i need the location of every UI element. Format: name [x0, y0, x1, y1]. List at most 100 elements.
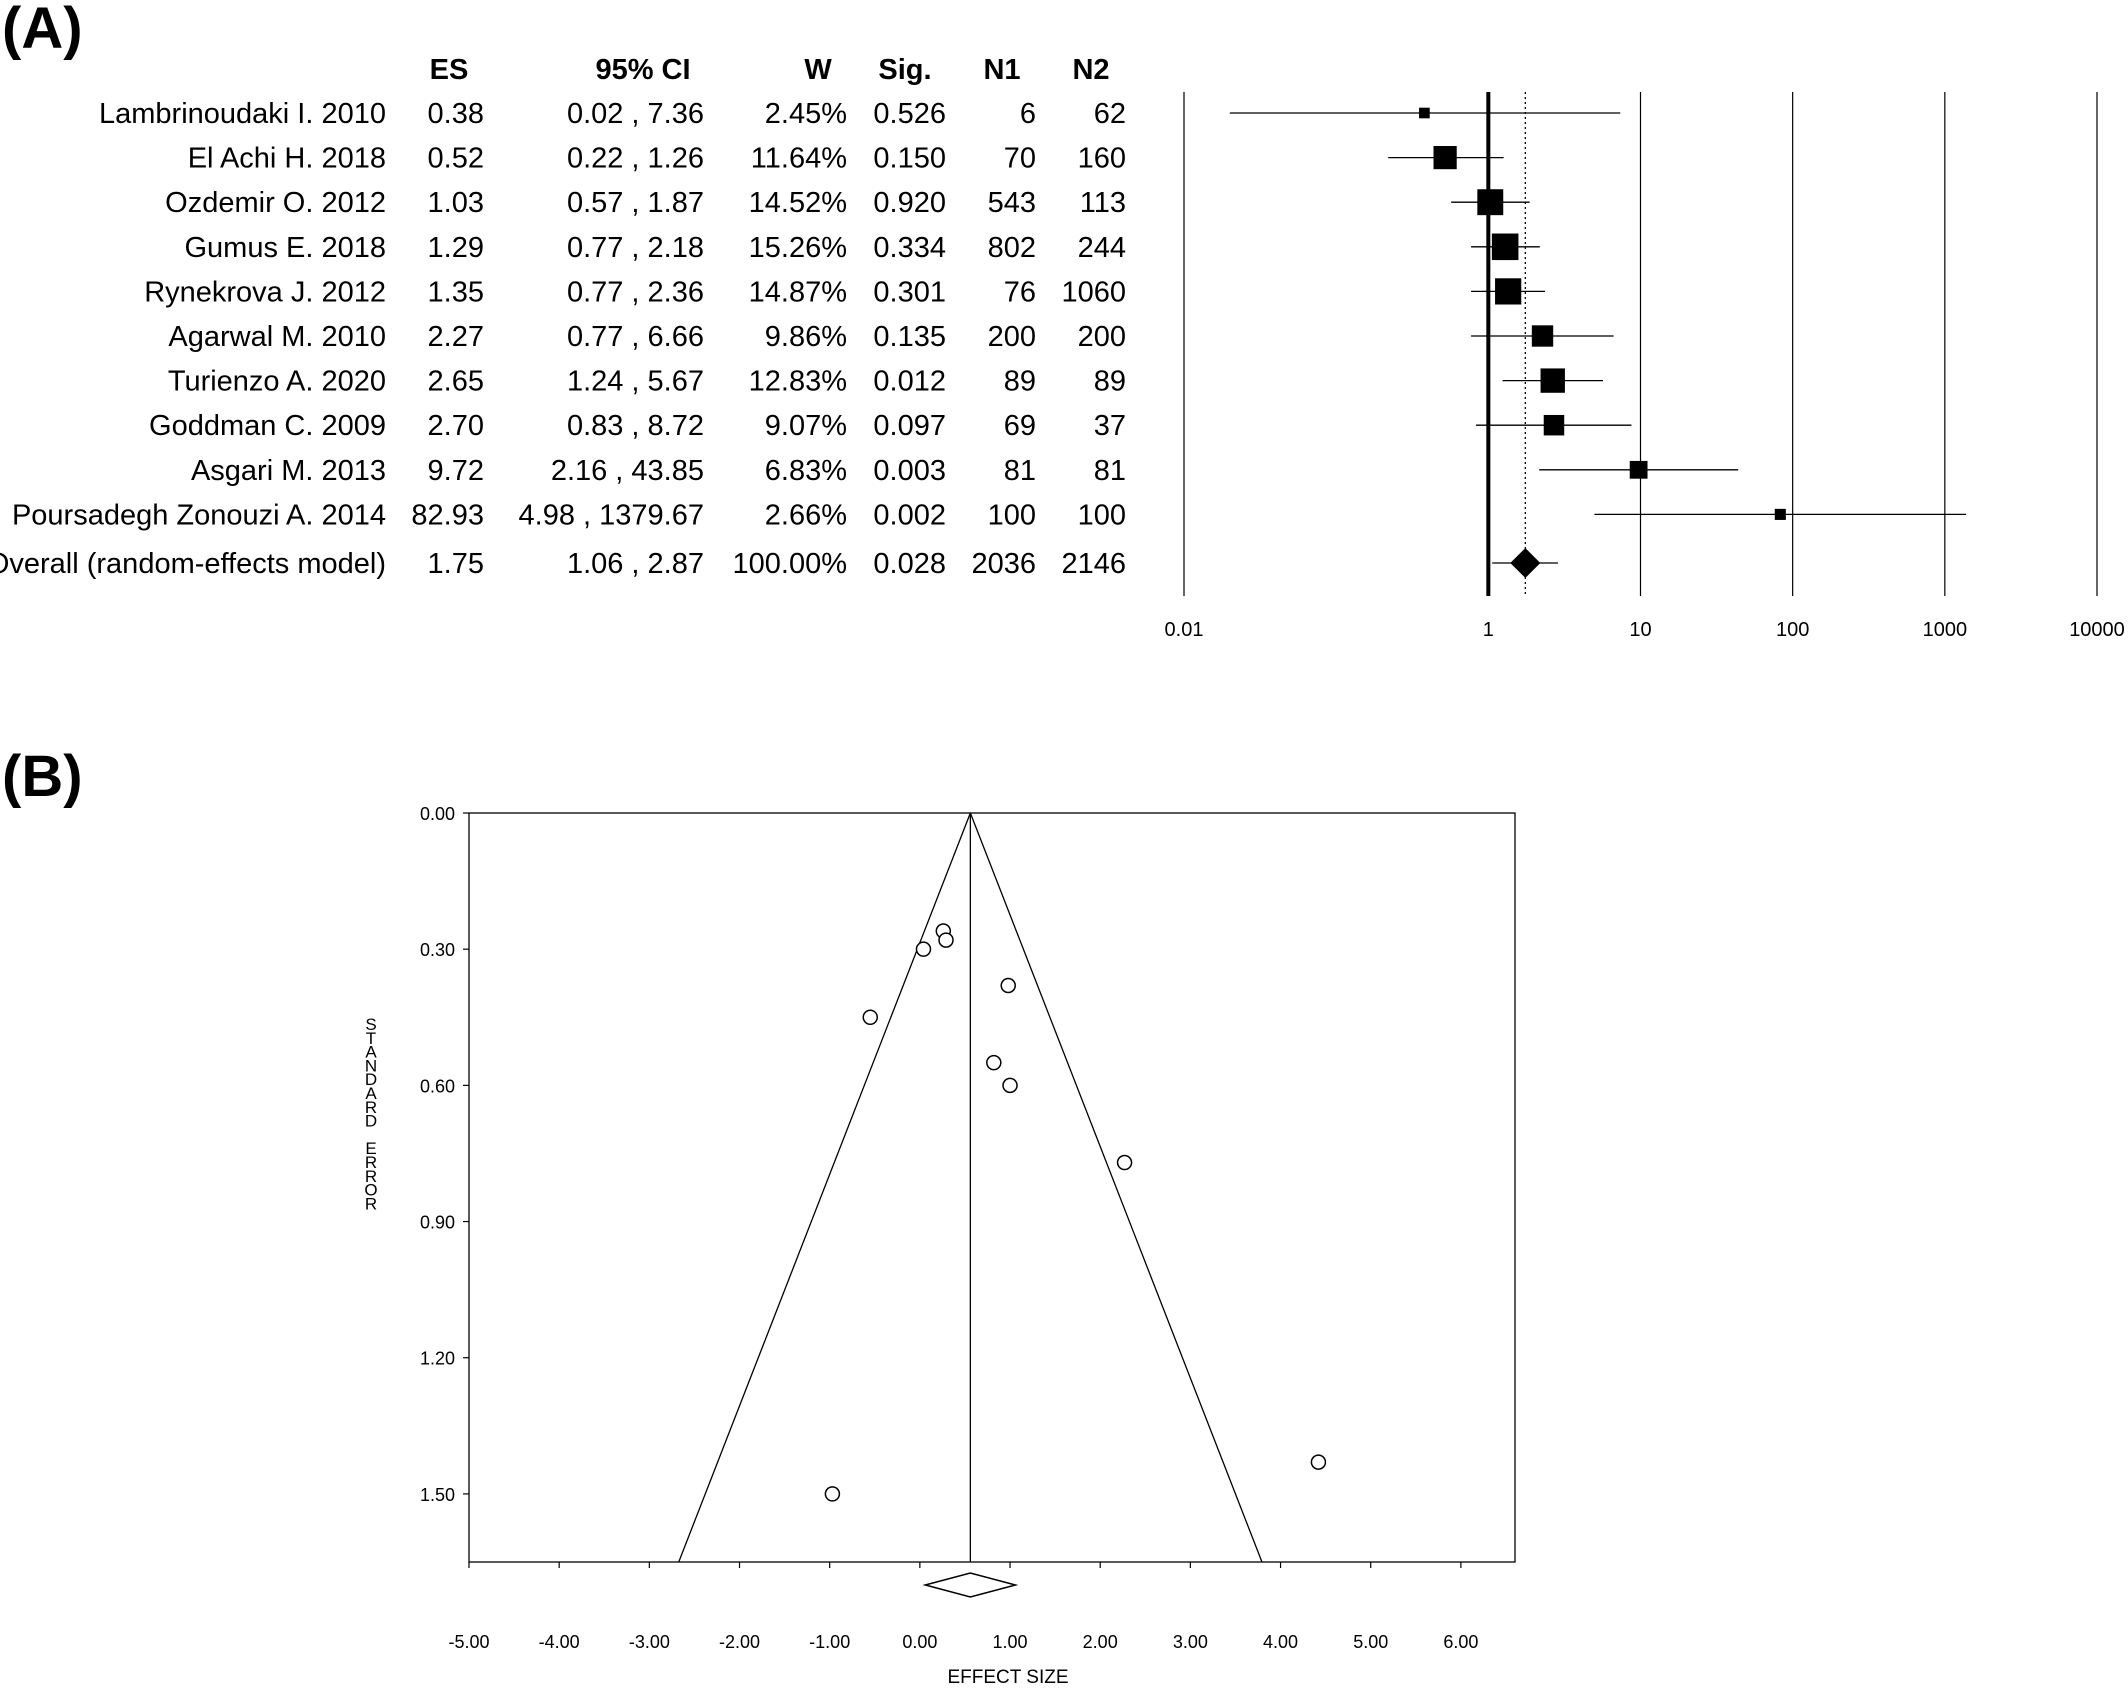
ci-value: 0.77 , 2.36: [567, 276, 704, 308]
x-tick-label: 5.00: [1353, 1632, 1388, 1652]
n2-value: 89: [1094, 366, 1126, 398]
n2-value: 100: [1078, 499, 1126, 531]
ci-value: 2.16 , 43.85: [551, 455, 704, 487]
sig-value: 0.135: [873, 321, 946, 353]
y-axis-label-letter: N: [365, 1056, 377, 1075]
x-tick-label: 0.00: [902, 1632, 937, 1652]
n1-value: 200: [988, 321, 1036, 353]
es-value: 1.29: [428, 232, 484, 264]
panel-a-label: (A): [2, 0, 83, 61]
es-value: 1.03: [428, 187, 484, 219]
n1-value: 70: [1004, 143, 1036, 175]
y-tick-label: 1.20: [420, 1349, 455, 1369]
ci-value: 0.57 , 1.87: [567, 187, 704, 219]
es-value: 1.35: [428, 276, 484, 308]
weight-value: 2.66%: [765, 499, 847, 531]
study-label: El Achi H. 2018: [188, 143, 386, 175]
es-value: 2.70: [428, 410, 484, 442]
y-axis-label-letter: S: [365, 1015, 376, 1034]
column-header: 95% CI: [595, 54, 690, 86]
n1-value: 81: [1004, 455, 1036, 487]
es-value: 9.72: [428, 455, 484, 487]
funnel-right-bound: [969, 812, 1263, 1563]
study-label: Agarwal M. 2010: [168, 321, 386, 353]
study-point: [1116, 1154, 1133, 1171]
n1-value: 69: [1004, 410, 1036, 442]
ci-value: 0.02 , 7.36: [567, 98, 704, 130]
study-label: Turienzo A. 2020: [168, 366, 386, 398]
sig-value: 0.028: [873, 548, 946, 580]
effect-marker: [1495, 278, 1522, 305]
x-tick-label: 4.00: [1263, 1632, 1298, 1652]
study-point: [986, 1054, 1002, 1071]
effect-marker: [1491, 233, 1519, 261]
sig-value: 0.150: [873, 143, 946, 175]
column-header: Sig.: [878, 54, 931, 86]
effect-marker: [1774, 508, 1786, 520]
study-point: [1000, 977, 1016, 994]
es-value: 2.65: [428, 366, 484, 398]
n1-value: 89: [1004, 366, 1036, 398]
sig-value: 0.301: [873, 276, 946, 308]
study-label: Lambrinoudaki I. 2010: [99, 98, 386, 130]
n1-value: 543: [988, 187, 1036, 219]
sig-value: 0.526: [873, 98, 946, 130]
sig-value: 0.920: [873, 187, 946, 219]
y-axis-label-letter: R: [365, 1194, 377, 1213]
x-tick-label: -2.00: [719, 1632, 760, 1652]
es-value: 1.75: [428, 548, 484, 580]
weight-value: 14.52%: [749, 187, 847, 219]
x-tick-label: -1.00: [809, 1632, 850, 1652]
overall-diamond: [1510, 548, 1541, 578]
y-axis-label-letter: R: [365, 1098, 377, 1117]
y-axis-label-letter: T: [366, 1029, 376, 1048]
n1-value: 2036: [971, 548, 1036, 580]
study-label: Poursadegh Zonouzi A. 2014: [12, 499, 386, 531]
y-axis-label-letter: D: [365, 1112, 377, 1131]
n2-value: 244: [1078, 232, 1126, 264]
forest-tick-label: 0.01: [1165, 619, 1204, 641]
study-point: [915, 941, 932, 957]
ci-value: 1.24 , 5.67: [567, 366, 704, 398]
forest-tick-label: 1000: [1923, 619, 1968, 641]
sig-value: 0.003: [873, 455, 946, 487]
sig-value: 0.097: [873, 410, 946, 442]
weight-value: 100.00%: [733, 548, 848, 580]
effect-marker: [1531, 325, 1554, 347]
n2-value: 37: [1094, 410, 1126, 442]
n2-value: 62: [1094, 98, 1126, 130]
y-axis-label-letter: R: [365, 1153, 377, 1172]
x-tick-label: -5.00: [448, 1632, 489, 1652]
study-point: [824, 1486, 841, 1502]
forest-tick-label: 1: [1483, 619, 1494, 641]
y-axis-label-letter: O: [364, 1181, 377, 1200]
panel-b-label: (B): [2, 744, 83, 809]
n2-value: 160: [1078, 143, 1126, 175]
study-label: Ozdemir O. 2012: [165, 187, 386, 219]
n1-value: 6: [1020, 98, 1036, 130]
weight-value: 15.26%: [749, 232, 847, 264]
y-axis-label-letter: D: [365, 1070, 377, 1089]
pooled-diamond: [922, 1572, 1019, 1598]
y-axis-label-letter: A: [365, 1043, 377, 1062]
column-header: ES: [430, 54, 469, 86]
study-point: [862, 1009, 879, 1026]
n2-value: 2146: [1061, 548, 1126, 580]
y-tick-label: 0.30: [420, 940, 455, 960]
ci-value: 0.83 , 8.72: [567, 410, 704, 442]
effect-marker: [1419, 107, 1430, 119]
ci-value: 4.98 , 1379.67: [519, 499, 704, 531]
x-tick-label: 6.00: [1443, 1632, 1478, 1652]
sig-value: 0.012: [873, 366, 946, 398]
weight-value: 2.45%: [765, 98, 847, 130]
study-label: Rynekrova J. 2012: [144, 276, 386, 308]
study-point: [938, 932, 954, 948]
column-header: N2: [1072, 54, 1109, 86]
x-tick-label: 1.00: [993, 1632, 1028, 1652]
weight-value: 6.83%: [765, 455, 847, 487]
x-tick-label: 2.00: [1083, 1632, 1118, 1652]
study-point: [1002, 1077, 1018, 1094]
effect-marker: [1477, 189, 1504, 216]
ci-value: 1.06 , 2.87: [567, 548, 704, 580]
